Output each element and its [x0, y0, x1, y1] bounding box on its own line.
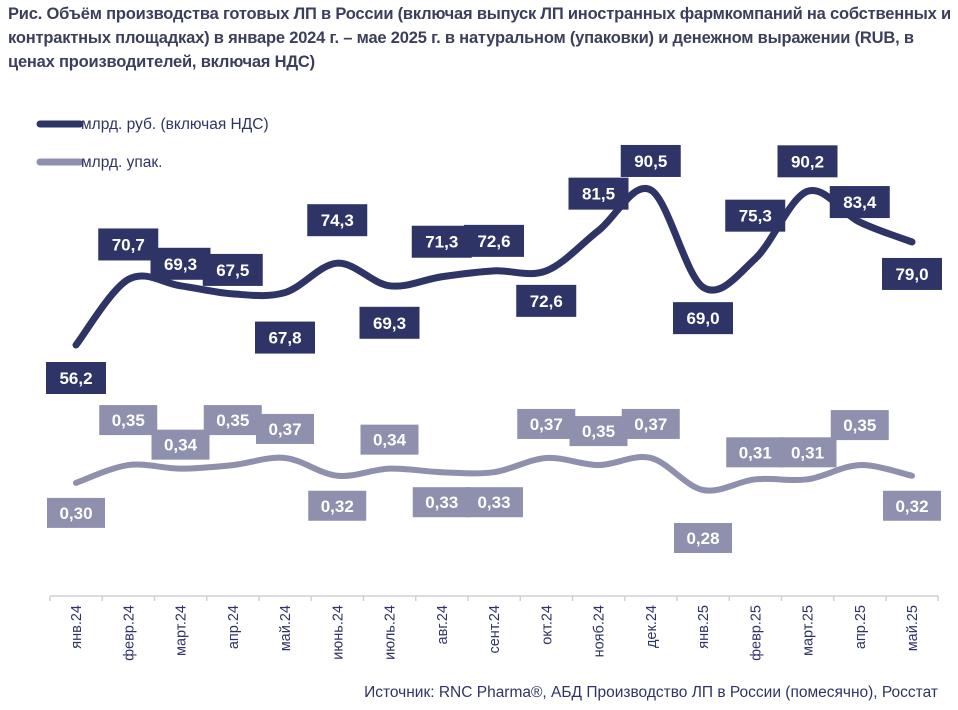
data-label: 0,35 [843, 416, 876, 435]
data-label: 0,37 [268, 420, 301, 439]
data-label-box [360, 424, 419, 455]
data-label-box [307, 204, 368, 237]
data-label: 90,2 [791, 152, 824, 171]
data-label: 90,5 [634, 152, 667, 171]
legend-label: млрд. руб. (включая НДС) [81, 116, 269, 133]
data-label-box [620, 144, 681, 177]
data-label: 0,34 [373, 431, 407, 450]
x-tick-label: янв.24 [69, 605, 85, 649]
data-label: 0,33 [425, 493, 458, 512]
data-label-box [464, 224, 524, 257]
data-label: 69,0 [686, 309, 719, 328]
data-label: 72,6 [530, 292, 563, 311]
data-label-box [412, 487, 471, 518]
data-label-box [151, 429, 210, 460]
data-label: 72,6 [477, 232, 510, 251]
data-label-box [47, 497, 105, 528]
data-label-box [830, 410, 889, 441]
data-label-box [517, 408, 576, 439]
data-label-box [568, 177, 629, 210]
data-label: 81,5 [582, 185, 615, 204]
x-tick-label: нояб.24 [592, 605, 608, 657]
data-label-box [359, 306, 420, 339]
x-tick-label: янв.25 [696, 605, 712, 649]
data-label: 0,33 [477, 493, 510, 512]
series-line-rub [72, 184, 916, 349]
data-label: 0,30 [59, 504, 92, 523]
x-tick-label: март.25 [801, 605, 817, 656]
x-tick-label: окт.24 [539, 605, 555, 645]
x-tick-label: сент.24 [487, 605, 503, 654]
data-label-box [46, 362, 106, 394]
x-tick-label: июль.24 [383, 605, 399, 660]
data-label-box [777, 145, 838, 178]
data-label-box [778, 437, 837, 468]
data-label-box [256, 413, 314, 444]
data-label: 0,34 [164, 436, 198, 455]
chart-title: Рис. Объём производства готовых ЛП в Рос… [8, 5, 951, 71]
x-tick-label: дек.24 [644, 605, 660, 648]
data-label: 71,3 [425, 233, 458, 252]
legend-label: млрд. упак. [81, 154, 162, 171]
data-label-box [569, 416, 628, 447]
data-label-box [202, 253, 263, 286]
x-tick-label: июнь.24 [330, 605, 346, 660]
data-label-box [99, 405, 158, 436]
data-label: 0,35 [216, 411, 249, 430]
data-label: 56,2 [59, 369, 92, 388]
data-label: 0,31 [791, 443, 824, 462]
x-tick-label: май.25 [905, 605, 921, 651]
data-label-box [673, 302, 733, 335]
data-label-box [411, 225, 472, 258]
data-label: 69,3 [373, 314, 406, 333]
data-label: 79,0 [895, 265, 928, 284]
data-label: 0,35 [582, 422, 615, 441]
x-tick-label: апр.24 [226, 605, 242, 649]
data-label-box [882, 257, 942, 290]
data-label: 0,32 [895, 497, 928, 516]
data-label-box [621, 408, 680, 439]
data-label: 74,3 [321, 211, 354, 230]
data-label: 0,35 [112, 411, 145, 430]
data-label: 70,7 [112, 235, 145, 254]
data-label-box [203, 405, 262, 436]
data-label-box [255, 321, 315, 354]
data-label: 83,4 [843, 193, 877, 212]
data-label: 0,37 [634, 415, 667, 434]
series-line-packs [73, 454, 915, 494]
data-label: 75,3 [739, 207, 772, 226]
data-label-box [726, 437, 785, 468]
data-label: 0,31 [739, 443, 772, 462]
data-label: 67,8 [268, 329, 301, 348]
x-tick-label: май.24 [278, 605, 294, 651]
x-tick-label: авг.24 [435, 605, 451, 644]
x-tick-label: февр.25 [748, 605, 764, 661]
data-label-box [308, 490, 367, 521]
data-label-box [516, 284, 577, 317]
data-label: 0,37 [530, 415, 563, 434]
data-label: 69,3 [164, 255, 197, 274]
x-tick-label: март.24 [174, 605, 190, 656]
x-tick-label: апр.25 [853, 605, 869, 649]
data-label: 0,28 [686, 529, 719, 548]
data-label-box [883, 490, 941, 521]
data-label-box [465, 487, 523, 518]
source-note: Источник: RNC Pharma®, АБД Производство … [364, 684, 938, 701]
data-label-box [725, 199, 786, 232]
data-label-box [98, 228, 159, 261]
data-label: 67,5 [216, 261, 249, 280]
data-label-box [829, 186, 890, 219]
data-label-box [674, 523, 732, 553]
data-label: 0,32 [321, 497, 354, 516]
data-label-box [150, 247, 211, 280]
x-tick-label: февр.24 [121, 605, 137, 661]
